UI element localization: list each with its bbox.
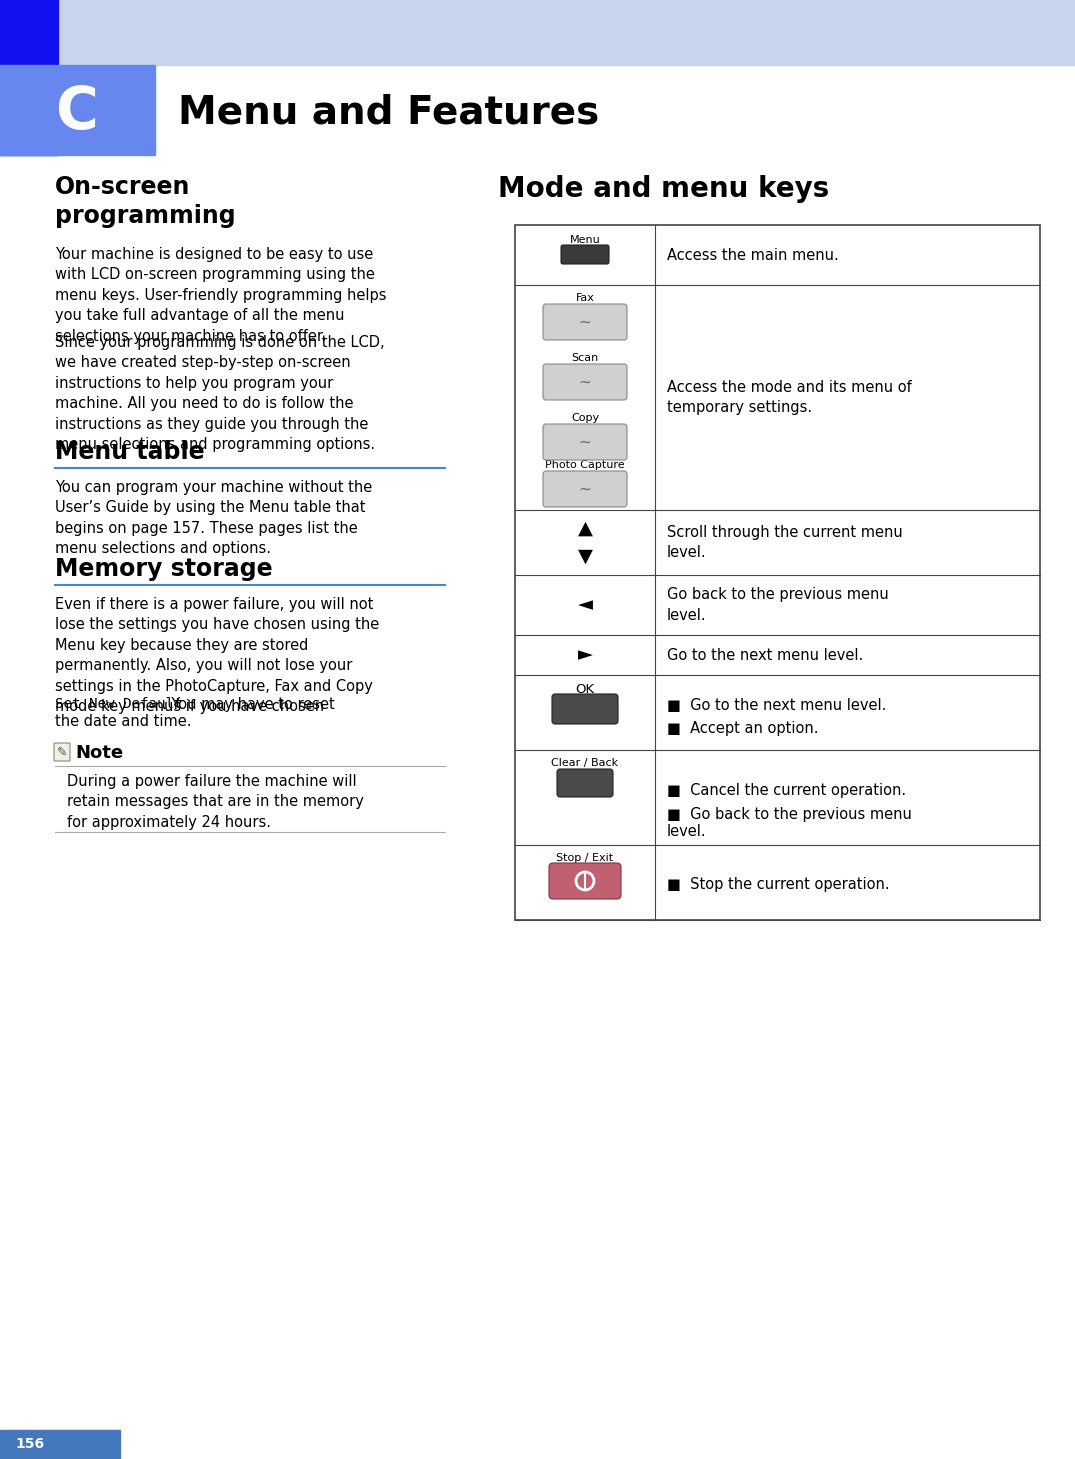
Text: ▲: ▲ [577, 519, 592, 538]
Text: Memory storage: Memory storage [55, 557, 273, 581]
Text: ■  Stop the current operation.: ■ Stop the current operation. [666, 877, 890, 893]
FancyBboxPatch shape [551, 694, 618, 724]
Text: Menu and Features: Menu and Features [178, 93, 599, 131]
Text: Photo Capture: Photo Capture [545, 460, 625, 470]
Text: Scroll through the current menu
level.: Scroll through the current menu level. [666, 525, 903, 560]
FancyBboxPatch shape [543, 471, 627, 506]
Text: OK: OK [575, 683, 594, 696]
Text: ■  Go back to the previous menu
level.: ■ Go back to the previous menu level. [666, 807, 912, 839]
FancyBboxPatch shape [543, 363, 627, 400]
Text: Even if there is a power failure, you will not
lose the settings you have chosen: Even if there is a power failure, you wi… [55, 597, 379, 713]
Text: Fax: Fax [575, 293, 594, 303]
Text: ~: ~ [578, 435, 591, 449]
FancyBboxPatch shape [549, 864, 621, 899]
Bar [0, 1430, 120, 1459]
Text: C: C [56, 85, 99, 142]
Text: Note: Note [75, 744, 124, 762]
Text: Menu table: Menu table [55, 441, 204, 464]
Text: Clear / Back: Clear / Back [551, 759, 618, 767]
Text: ▼: ▼ [577, 547, 592, 566]
Text: Stop / Exit: Stop / Exit [557, 854, 614, 864]
FancyBboxPatch shape [557, 769, 613, 797]
Text: the date and time.: the date and time. [55, 713, 191, 730]
FancyBboxPatch shape [543, 303, 627, 340]
Text: ►: ► [577, 645, 592, 664]
Text: Access the mode and its menu of
temporary settings.: Access the mode and its menu of temporar… [666, 379, 912, 416]
Text: Your machine is designed to be easy to use
with LCD on-screen programming using : Your machine is designed to be easy to u… [55, 247, 387, 344]
Text: ◄: ◄ [577, 595, 592, 614]
FancyBboxPatch shape [543, 425, 627, 460]
Text: Access the main menu.: Access the main menu. [666, 248, 838, 263]
FancyBboxPatch shape [54, 743, 70, 762]
Text: On-screen
programming: On-screen programming [55, 175, 235, 228]
Text: Since your programming is done on the LCD,
we have created step-by-step on-scree: Since your programming is done on the LC… [55, 336, 385, 452]
Text: ~: ~ [578, 375, 591, 390]
Text: Scan: Scan [572, 353, 599, 363]
Text: You can program your machine without the
User’s Guide by using the Menu table th: You can program your machine without the… [55, 480, 372, 556]
Text: Copy: Copy [571, 413, 599, 423]
Text: Set New Default: Set New Default [55, 697, 183, 711]
Bar [515, 225, 1040, 921]
Text: . You may have to reset: . You may have to reset [162, 697, 334, 712]
FancyBboxPatch shape [561, 245, 610, 264]
Text: Menu: Menu [570, 235, 600, 245]
Text: Go to the next menu level.: Go to the next menu level. [666, 648, 863, 662]
Text: ■  Accept an option.: ■ Accept an option. [666, 722, 818, 737]
Text: Mode and menu keys: Mode and menu keys [498, 175, 829, 203]
Bar [0, 0, 1075, 66]
Text: ~: ~ [578, 481, 591, 496]
Text: 156: 156 [15, 1437, 44, 1452]
Text: Go back to the previous menu
level.: Go back to the previous menu level. [666, 588, 889, 623]
Text: ~: ~ [578, 315, 591, 330]
Text: ✎: ✎ [57, 746, 68, 759]
Text: ■  Go to the next menu level.: ■ Go to the next menu level. [666, 697, 887, 712]
Bar [0, 66, 155, 155]
Text: ■  Cancel the current operation.: ■ Cancel the current operation. [666, 782, 906, 798]
Bar [0, 0, 58, 155]
Text: During a power failure the machine will
retain messages that are in the memory
f: During a power failure the machine will … [67, 775, 363, 830]
